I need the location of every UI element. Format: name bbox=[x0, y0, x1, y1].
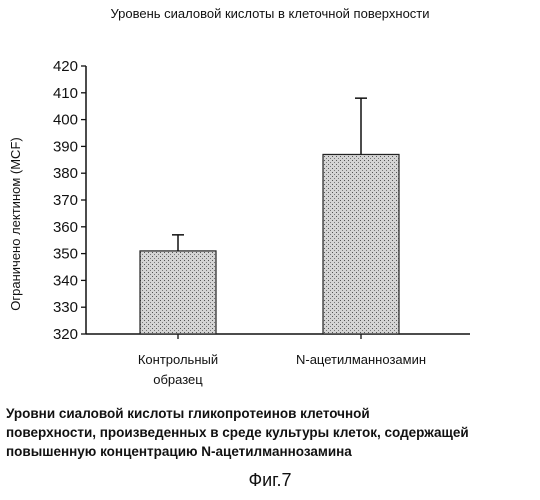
caption-line-3: повышенную концентрацию N-ацетилманнозам… bbox=[6, 442, 536, 461]
bar-chart: 320 330 340 350 360 370 380 390 400 410 420 Контрол… bbox=[0, 0, 540, 400]
bar-1 bbox=[140, 251, 216, 334]
y-tick-label: 320 bbox=[53, 326, 78, 343]
category-label-2: N-ацетилманнозамин bbox=[296, 352, 426, 367]
y-tick-label: 410 bbox=[53, 85, 78, 102]
y-axis-label: Ограничено лектином (MCF) bbox=[8, 137, 23, 310]
bar-2 bbox=[323, 154, 399, 334]
category-label-1: Контрольный bbox=[138, 352, 218, 367]
y-tick-label: 420 bbox=[53, 58, 78, 75]
y-tick-label: 390 bbox=[53, 138, 78, 155]
y-tick-label: 350 bbox=[53, 246, 78, 263]
figure-caption: Уровни сиаловой кислоты гликопротеинов к… bbox=[6, 404, 536, 461]
y-tick-label: 330 bbox=[53, 299, 78, 316]
figure-label: Фиг.7 bbox=[0, 470, 540, 491]
y-tick-label: 380 bbox=[53, 165, 78, 182]
y-tick-label: 370 bbox=[53, 192, 78, 209]
caption-line-1: Уровни сиаловой кислоты гликопротеинов к… bbox=[6, 404, 536, 423]
caption-line-2: поверхности, произведенных в среде культ… bbox=[6, 423, 536, 442]
category-label-1-line2: образец bbox=[153, 372, 203, 387]
y-tick-label: 340 bbox=[53, 272, 78, 289]
y-tick-label: 400 bbox=[53, 112, 78, 129]
y-tick-label: 360 bbox=[53, 219, 78, 236]
